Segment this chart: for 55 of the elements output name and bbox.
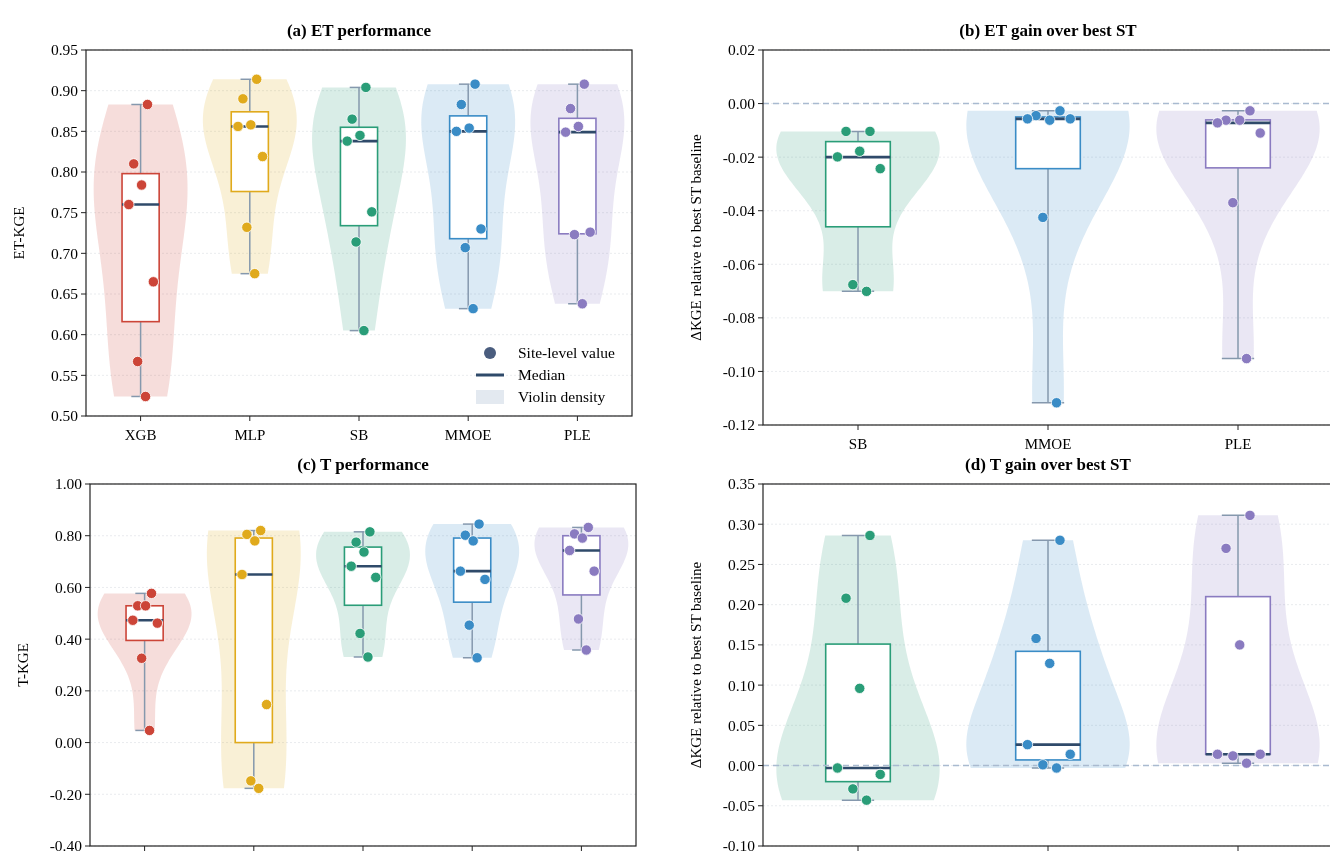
y-tick-label: 0.85 [50,122,79,140]
y-tick-label: 0.70 [50,244,79,262]
x-tick-label: PLE [1224,436,1252,452]
y-tick-label: 0.60 [50,326,79,344]
y-tick-label: 0.35 [727,475,756,493]
x-tick-label: SB [349,427,369,443]
y-tick-label: -0.08 [722,309,756,327]
y-tick-label: 0.00 [54,734,83,751]
y-tick-label: -0.05 [722,797,756,815]
y-tick-label: 0.15 [727,636,756,654]
y-tick-label: 0.60 [54,578,83,596]
y-tick-label: 0.00 [727,756,756,774]
y-tick-label: -0.40 [49,837,83,855]
x-tick-label: SB [848,436,868,452]
y-tick-label: 0.05 [727,716,756,734]
y-tick-label: 0.30 [727,515,756,533]
y-tick-label: 0.20 [54,682,83,700]
chart-title: (a) ET performance [286,21,432,40]
y-axis-title: ΔKGE relative to best ST baseline [688,133,704,341]
y-tick-label: 0.95 [50,41,79,59]
y-axis-title: T-KGE [15,643,31,687]
y-tick-label: 0.10 [727,676,756,694]
chart-title: (d) T gain over best ST [965,455,1132,474]
x-tick-label: XGB [124,427,157,443]
y-tick-label: 0.80 [54,527,83,545]
y-axis-title: ET-KGE [11,206,27,260]
y-tick-label: -0.10 [722,837,756,855]
chart-title: (c) T performance [297,455,430,474]
y-tick-label: 0.55 [50,366,79,384]
y-tick-label: 0.25 [727,555,756,573]
y-tick-label: 0.20 [727,596,756,614]
y-tick-label: 1.00 [54,475,83,493]
y-tick-label: 0.90 [50,82,79,100]
y-tick-label: 0.75 [50,204,79,222]
y-tick-label: -0.06 [722,255,756,273]
annotation: Violin density [518,388,606,406]
y-tick-label: 0.02 [727,41,755,59]
y-tick-label: -0.10 [722,362,756,380]
x-tick-label: MLP [234,427,266,443]
annotation: Median [518,366,566,384]
y-tick-label: 0.65 [50,285,79,303]
y-tick-label: 0.40 [54,630,83,648]
x-tick-label: MMOE [444,427,492,443]
y-tick-label: -0.04 [722,202,756,220]
y-tick-label: 0.80 [50,163,79,181]
y-tick-label: -0.02 [722,148,755,166]
y-tick-label: 0.00 [727,95,756,112]
x-tick-label: MMOE [1024,436,1072,452]
y-axis-title: ΔKGE relative to best ST baseline [688,561,704,769]
x-tick-label: PLE [564,427,591,443]
y-tick-label: 0.50 [50,407,79,425]
text: Site-level value [518,344,615,362]
y-tick-label: -0.12 [722,416,755,434]
chart-title: (b) ET gain over best ST [959,21,1138,40]
y-tick-label: -0.20 [49,785,83,803]
